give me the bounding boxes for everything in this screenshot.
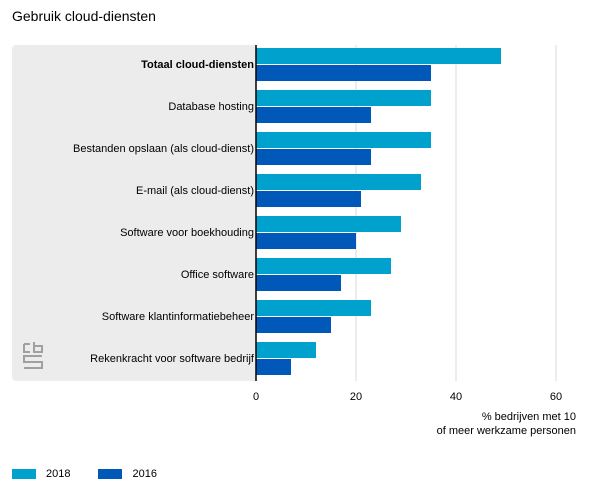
- chart-title: Gebruik cloud-diensten: [12, 8, 156, 24]
- category-label: Bestanden opslaan (als cloud-dienst): [72, 142, 254, 155]
- bar-2018-3: [256, 174, 421, 190]
- legend-label: 2016: [132, 468, 157, 480]
- x-tick-label: 60: [549, 391, 563, 403]
- bar-2016-4: [256, 233, 356, 249]
- bar-2016-1: [256, 107, 371, 123]
- bar-2018-5: [256, 258, 391, 274]
- bar-2018-2: [256, 132, 431, 148]
- category-label: Software voor boekhouding: [120, 226, 254, 239]
- bar-2016-2: [256, 149, 371, 165]
- category-label-panel: [12, 45, 256, 381]
- legend-item: 2016: [98, 468, 157, 480]
- cbs-logo-icon: [23, 342, 43, 369]
- bar-2018-0: [256, 48, 501, 64]
- category-label: Rekenkracht voor software bedrijf: [90, 352, 254, 365]
- bar-2018-1: [256, 90, 431, 106]
- category-label: E-mail (als cloud-dienst): [136, 184, 254, 197]
- bar-2016-3: [256, 191, 361, 207]
- category-label: Office software: [180, 268, 254, 281]
- legend-swatch: [98, 469, 123, 479]
- bar-2016-0: [256, 65, 431, 81]
- chart-legend: 2018 2016: [12, 468, 157, 480]
- bar-2018-6: [256, 300, 371, 316]
- x-tick-label: 40: [449, 391, 463, 403]
- bar-2016-5: [256, 275, 341, 291]
- bar-2016-7: [256, 359, 291, 375]
- legend-swatch: [12, 469, 36, 479]
- legend-label: 2018: [46, 468, 71, 480]
- x-tick-label: 0: [252, 391, 260, 403]
- category-label: Software klantinformatiebeheer: [101, 310, 254, 323]
- category-label: Totaal cloud-diensten: [141, 58, 254, 71]
- bar-2018-7: [256, 342, 316, 358]
- x-tick-label: 20: [349, 391, 363, 403]
- category-label: Database hosting: [168, 100, 254, 113]
- bar-2016-6: [256, 317, 331, 333]
- bar-2018-4: [256, 216, 401, 232]
- x-axis-label: % bedrijven met 10 of meer werkzame pers…: [436, 411, 576, 437]
- legend-item: 2018: [12, 468, 70, 480]
